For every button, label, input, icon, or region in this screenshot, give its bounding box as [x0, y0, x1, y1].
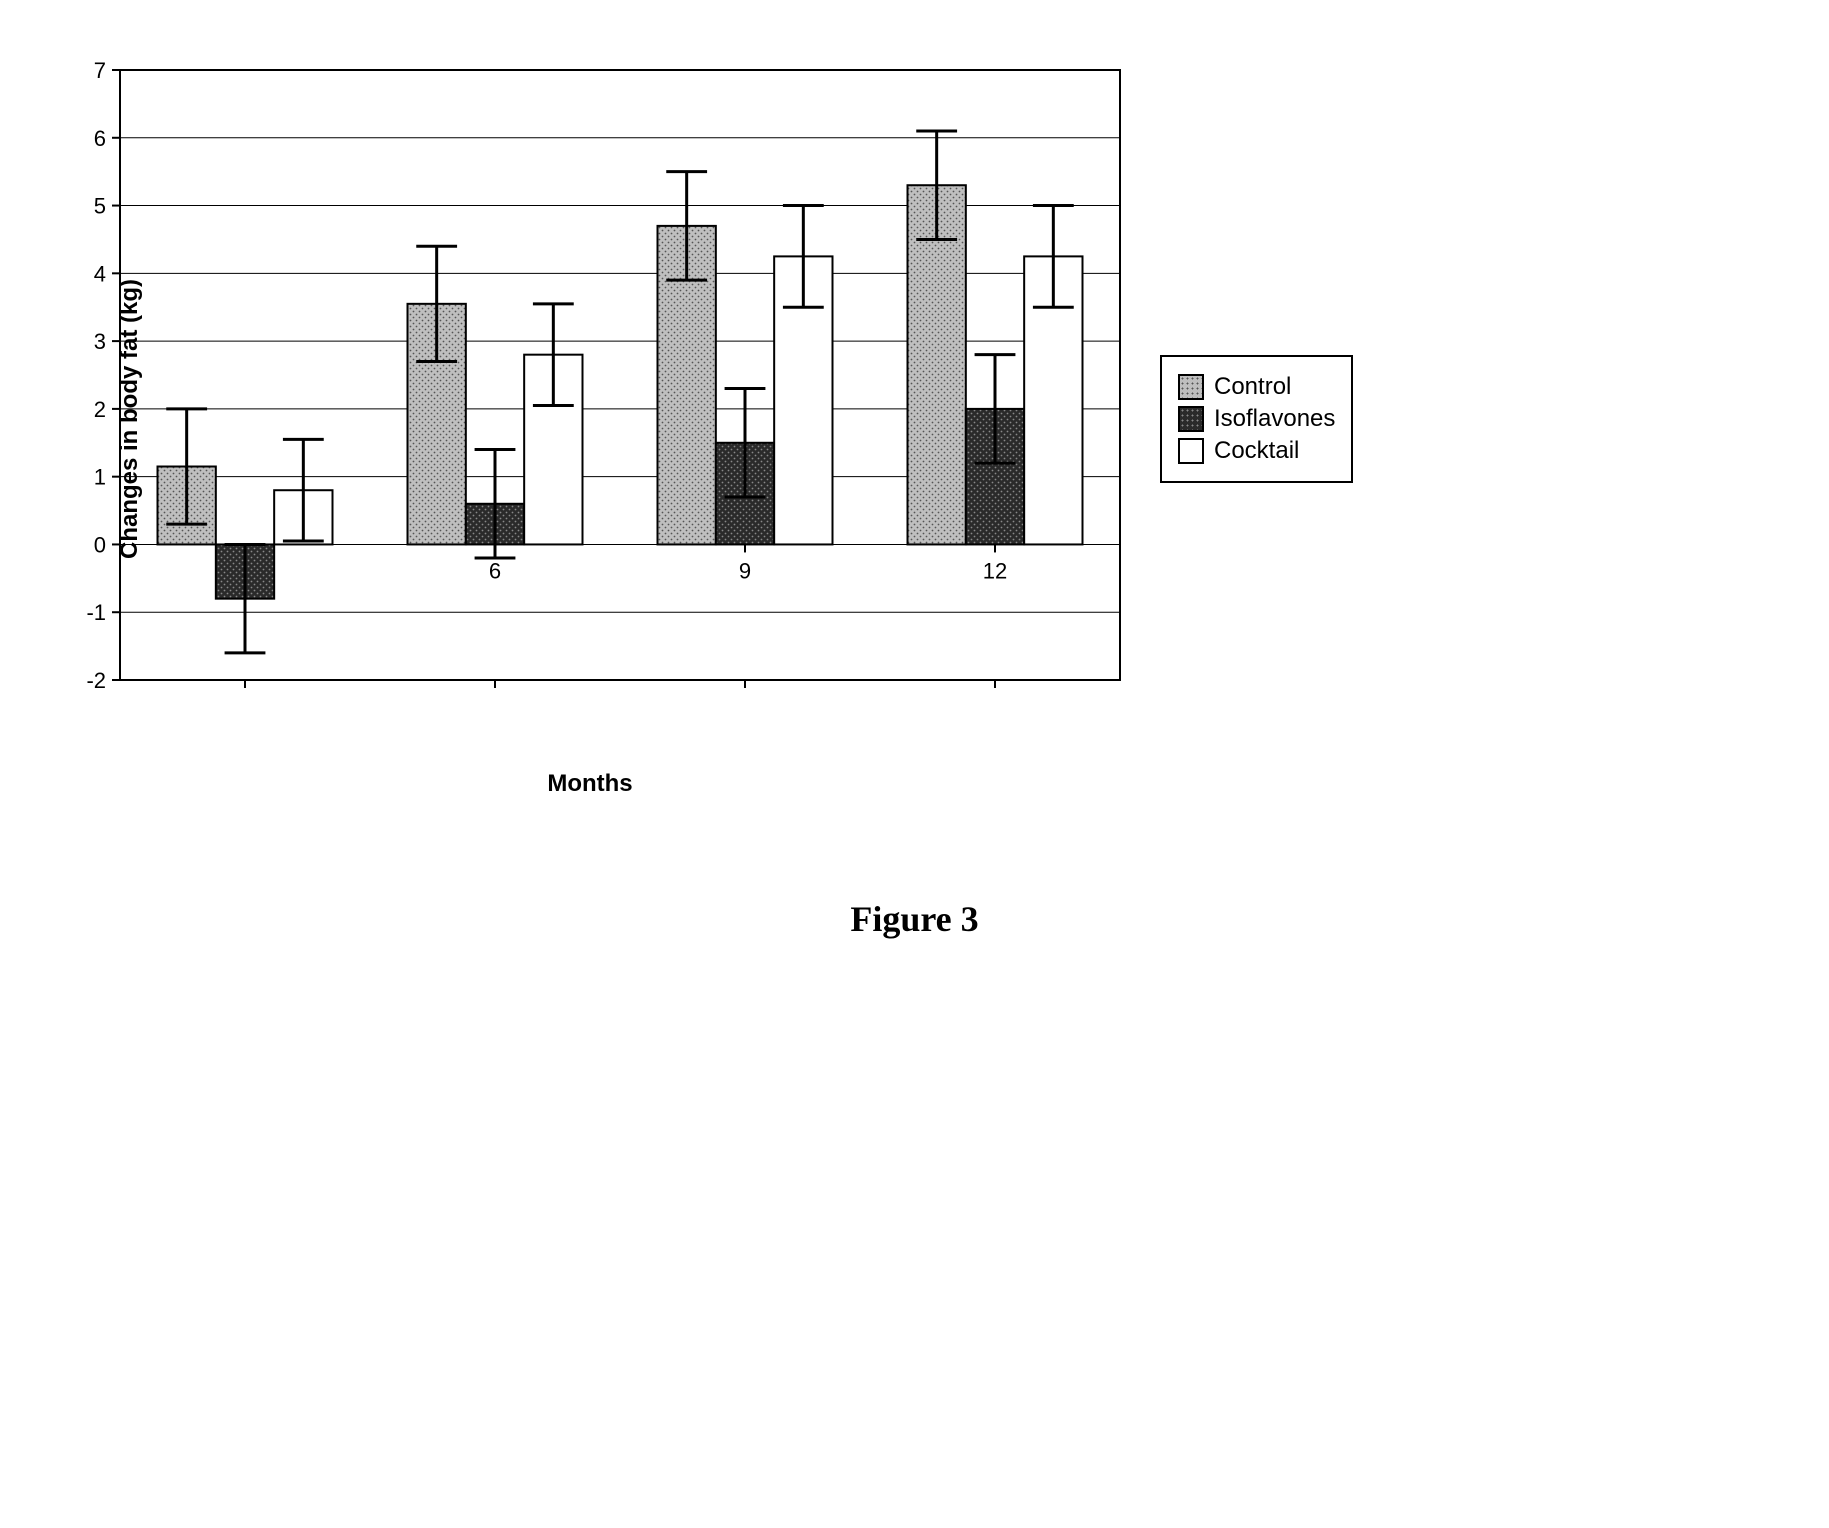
bar-chart: -2-10123456736912: [40, 40, 1140, 740]
svg-text:12: 12: [983, 558, 1007, 583]
legend-swatch: [1178, 406, 1204, 432]
svg-text:3: 3: [94, 329, 106, 354]
svg-text:6: 6: [489, 558, 501, 583]
legend-item: Isoflavones: [1178, 405, 1335, 433]
y-axis-label: Changes in body fat (kg): [116, 279, 144, 559]
chart-wrapper: Changes in body fat (kg) -2-101234567369…: [40, 40, 1789, 798]
svg-text:1: 1: [94, 465, 106, 490]
x-axis-label: Months: [40, 770, 1140, 798]
legend-label: Isoflavones: [1214, 405, 1335, 433]
legend-item: Control: [1178, 373, 1335, 401]
svg-text:6: 6: [94, 126, 106, 151]
svg-text:5: 5: [94, 194, 106, 219]
svg-text:4: 4: [94, 261, 106, 286]
legend-label: Control: [1214, 373, 1291, 401]
figure-caption: Figure 3: [40, 898, 1789, 940]
legend-item: Cocktail: [1178, 437, 1335, 465]
legend-swatch: [1178, 438, 1204, 464]
svg-text:-1: -1: [86, 600, 106, 625]
svg-text:2: 2: [94, 397, 106, 422]
legend-swatch: [1178, 374, 1204, 400]
chart-container: Changes in body fat (kg) -2-101234567369…: [40, 40, 1140, 798]
legend-label: Cocktail: [1214, 437, 1299, 465]
svg-text:-2: -2: [86, 668, 106, 693]
svg-text:7: 7: [94, 58, 106, 83]
svg-text:0: 0: [94, 532, 106, 557]
legend: Control Isoflavones Cocktail: [1160, 355, 1353, 483]
svg-text:9: 9: [739, 558, 751, 583]
